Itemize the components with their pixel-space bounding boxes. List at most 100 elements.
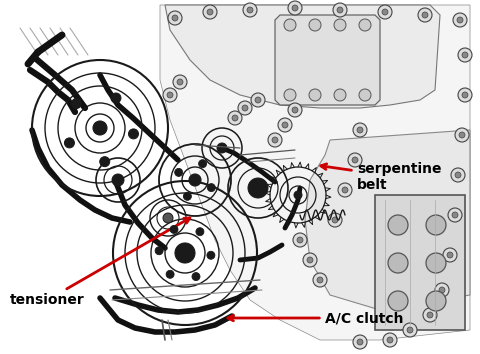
Circle shape xyxy=(255,97,261,103)
Circle shape xyxy=(334,19,346,31)
Circle shape xyxy=(451,168,465,182)
Circle shape xyxy=(284,19,296,31)
Circle shape xyxy=(228,111,242,125)
Circle shape xyxy=(217,143,227,153)
Circle shape xyxy=(93,121,107,135)
Circle shape xyxy=(183,192,192,200)
Circle shape xyxy=(357,127,363,133)
Circle shape xyxy=(166,270,174,278)
Circle shape xyxy=(313,273,327,287)
Circle shape xyxy=(353,335,367,349)
Circle shape xyxy=(337,7,343,13)
Circle shape xyxy=(342,187,348,193)
Polygon shape xyxy=(375,195,465,330)
Circle shape xyxy=(423,308,437,322)
Circle shape xyxy=(418,8,432,22)
Circle shape xyxy=(168,11,182,25)
Circle shape xyxy=(422,12,428,18)
Circle shape xyxy=(334,89,346,101)
Circle shape xyxy=(303,253,317,267)
Polygon shape xyxy=(160,5,470,340)
Circle shape xyxy=(100,157,110,167)
Circle shape xyxy=(172,15,178,21)
Circle shape xyxy=(382,9,388,15)
Circle shape xyxy=(207,251,215,259)
Circle shape xyxy=(462,92,468,98)
Circle shape xyxy=(199,160,206,168)
Circle shape xyxy=(447,252,453,258)
Polygon shape xyxy=(165,5,440,108)
Circle shape xyxy=(251,93,265,107)
Circle shape xyxy=(359,19,371,31)
Circle shape xyxy=(452,212,458,218)
Circle shape xyxy=(170,225,178,233)
Circle shape xyxy=(352,157,358,163)
Circle shape xyxy=(189,174,201,186)
Polygon shape xyxy=(275,15,380,105)
Circle shape xyxy=(435,283,449,297)
Circle shape xyxy=(155,247,163,255)
Circle shape xyxy=(175,169,183,176)
Circle shape xyxy=(242,105,248,111)
Circle shape xyxy=(333,3,347,17)
Circle shape xyxy=(357,339,363,345)
Circle shape xyxy=(284,89,296,101)
Circle shape xyxy=(453,13,467,27)
Circle shape xyxy=(426,253,446,273)
Circle shape xyxy=(175,243,195,263)
Circle shape xyxy=(332,217,338,223)
Text: serpentine
belt: serpentine belt xyxy=(321,162,442,192)
Circle shape xyxy=(388,253,408,273)
Circle shape xyxy=(72,98,82,109)
Circle shape xyxy=(459,132,465,138)
Circle shape xyxy=(383,333,397,347)
Circle shape xyxy=(387,337,393,343)
Circle shape xyxy=(458,48,472,62)
Polygon shape xyxy=(305,130,470,310)
Circle shape xyxy=(309,19,321,31)
Circle shape xyxy=(192,273,200,281)
Circle shape xyxy=(64,138,74,148)
Circle shape xyxy=(353,123,367,137)
Circle shape xyxy=(248,178,268,198)
Circle shape xyxy=(348,153,362,167)
Circle shape xyxy=(427,312,433,318)
Circle shape xyxy=(243,3,257,17)
Circle shape xyxy=(297,237,303,243)
Circle shape xyxy=(268,133,282,147)
Circle shape xyxy=(232,115,238,121)
Circle shape xyxy=(462,52,468,58)
Circle shape xyxy=(173,75,187,89)
Circle shape xyxy=(129,129,139,139)
Circle shape xyxy=(288,1,302,15)
Circle shape xyxy=(293,233,307,247)
Circle shape xyxy=(292,5,298,11)
Circle shape xyxy=(288,103,302,117)
Circle shape xyxy=(282,122,288,128)
Circle shape xyxy=(455,128,469,142)
Text: A/C clutch: A/C clutch xyxy=(228,311,404,325)
Circle shape xyxy=(309,89,321,101)
Circle shape xyxy=(407,327,413,333)
Circle shape xyxy=(272,137,278,143)
Circle shape xyxy=(238,101,252,115)
Circle shape xyxy=(247,7,253,13)
Circle shape xyxy=(359,89,371,101)
Circle shape xyxy=(292,107,298,113)
Circle shape xyxy=(294,191,302,199)
Circle shape xyxy=(317,277,323,283)
Circle shape xyxy=(207,9,213,15)
Circle shape xyxy=(112,174,124,186)
Circle shape xyxy=(163,213,173,223)
Circle shape xyxy=(196,228,204,236)
Circle shape xyxy=(457,17,463,23)
Circle shape xyxy=(177,79,183,85)
Circle shape xyxy=(207,184,216,192)
Circle shape xyxy=(203,5,217,19)
Circle shape xyxy=(278,118,292,132)
Circle shape xyxy=(455,172,461,178)
Circle shape xyxy=(388,291,408,311)
Circle shape xyxy=(403,323,417,337)
Circle shape xyxy=(426,215,446,235)
Circle shape xyxy=(338,183,352,197)
